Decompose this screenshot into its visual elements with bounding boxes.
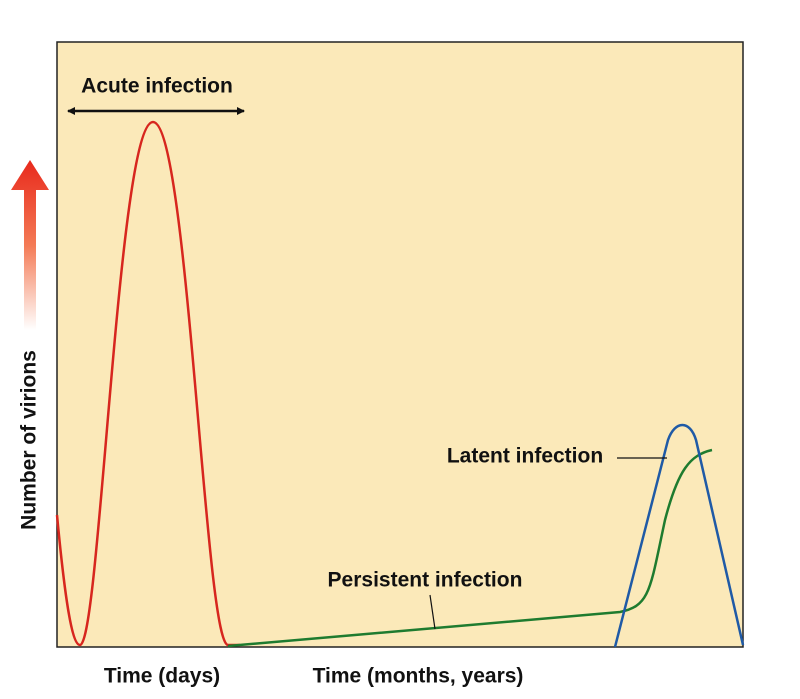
persistent-curve [227, 448, 713, 648]
increase-arrow [11, 160, 49, 330]
persistent-label: Persistent infection [328, 569, 523, 592]
y-axis-label: Number of virions [18, 350, 41, 530]
acute-curve [55, 120, 240, 647]
latent-curve [613, 423, 745, 648]
latent-label: Latent infection [447, 445, 603, 468]
plot-area [56, 41, 744, 648]
x-axis-label: Time (days) [104, 665, 220, 688]
x-axis-label: Time (months, years) [313, 665, 524, 688]
persistent-leader [429, 594, 436, 630]
acute-label: Acute infection [81, 75, 233, 98]
